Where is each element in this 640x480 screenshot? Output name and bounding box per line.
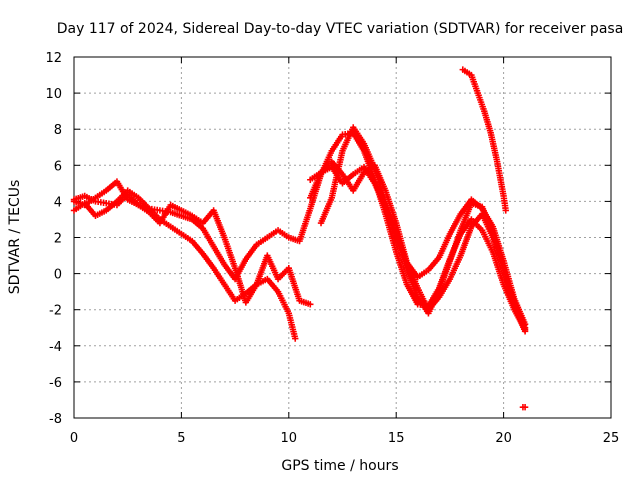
x-tick-label: 0 xyxy=(70,431,78,446)
y-tick-label: 0 xyxy=(54,268,62,283)
y-tick-label: -6 xyxy=(49,376,62,391)
data-point xyxy=(292,335,299,342)
x-tick-label: 15 xyxy=(388,431,405,446)
x-tick-label: 25 xyxy=(603,431,620,446)
y-tick-label: 12 xyxy=(45,51,62,66)
data-point xyxy=(502,207,509,214)
y-tick-label: 6 xyxy=(54,159,62,174)
series-track-6 xyxy=(317,124,529,335)
x-tick-labels: 0 5 10 15 20 25 xyxy=(70,431,619,446)
data-points xyxy=(70,66,529,411)
x-tick-label: 5 xyxy=(177,431,185,446)
chart-title: Day 117 of 2024, Sidereal Day-to-day VTE… xyxy=(57,21,624,37)
data-point xyxy=(521,328,529,335)
y-tick-label: -2 xyxy=(49,304,62,319)
y-tick-label: 2 xyxy=(54,232,62,247)
x-axis-title: GPS time / hours xyxy=(281,458,398,474)
axis-ticks xyxy=(73,56,612,419)
data-point xyxy=(307,301,314,308)
y-tick-label: -4 xyxy=(49,340,62,355)
x-tick-label: 20 xyxy=(495,431,512,446)
series-track-7 xyxy=(459,66,509,214)
y-tick-label: 10 xyxy=(45,87,62,102)
y-tick-label: -8 xyxy=(49,412,62,427)
x-tick-label: 10 xyxy=(281,431,298,446)
grid-lines xyxy=(74,57,611,418)
y-tick-label: 4 xyxy=(54,195,62,210)
y-tick-label: 8 xyxy=(54,123,62,138)
series-track-3 xyxy=(70,190,314,308)
series-track-8 xyxy=(519,403,529,411)
y-tick-labels: -8 -6 -4 -2 0 2 4 6 8 10 12 xyxy=(45,51,62,427)
y-axis-title: SDTVAR / TECUs xyxy=(7,180,23,295)
data-point xyxy=(521,403,529,411)
